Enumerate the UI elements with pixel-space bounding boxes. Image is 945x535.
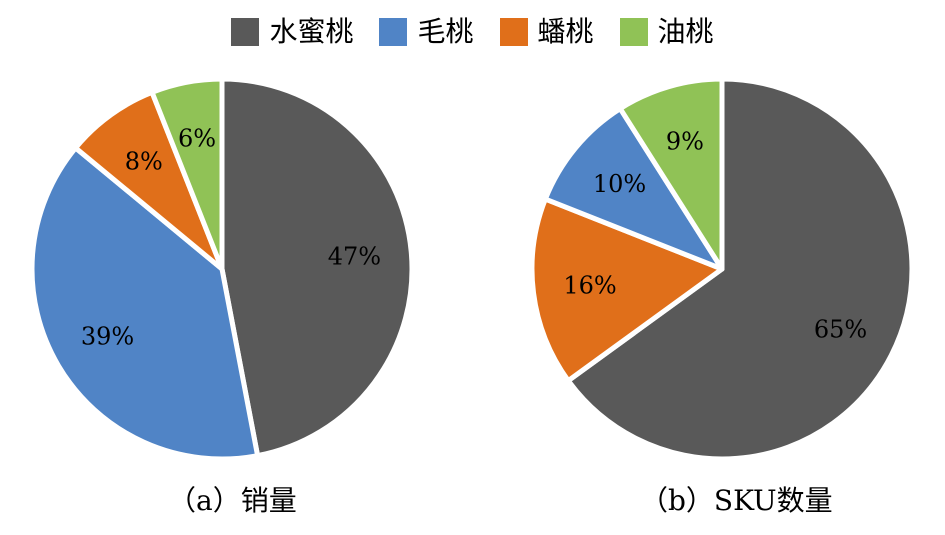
- pie-slice-maotao: [29, 145, 261, 462]
- pie-label-maotao: 10%: [593, 170, 646, 198]
- caption-sku-count: （b）SKU数量: [640, 484, 833, 517]
- legend-swatch-youtao: [619, 18, 648, 46]
- pie-slice-pantao: [529, 196, 725, 384]
- legend-label-pantao: 蟠桃: [537, 15, 594, 48]
- pie-label-pantao: 8%: [125, 147, 163, 175]
- pie-label-youtao: 6%: [178, 124, 216, 152]
- pie-slice-youtao: [149, 76, 225, 272]
- legend-swatch-shuimitao: [231, 18, 260, 46]
- pie-slice-maotao: [542, 106, 725, 272]
- legend-item-maotao: 毛桃: [379, 15, 474, 48]
- pie-chart-sales: 47% 39% 8% 6%: [29, 76, 415, 462]
- legend-item-pantao: 蟠桃: [499, 15, 594, 48]
- pie-label-maotao: 39%: [81, 323, 134, 351]
- legend-label-shuimitao: 水蜜桃: [269, 15, 354, 48]
- pie-slice-shuimitao: [565, 76, 915, 462]
- legend-swatch-maotao: [379, 18, 408, 46]
- legend-label-maotao: 毛桃: [417, 15, 474, 48]
- pie-slice-youtao: [617, 76, 725, 272]
- pie-label-pantao: 16%: [563, 272, 616, 300]
- legend-item-youtao: 油桃: [619, 15, 714, 48]
- legend-swatch-pantao: [499, 18, 528, 46]
- legend-label-youtao: 油桃: [657, 15, 714, 48]
- legend-item-shuimitao: 水蜜桃: [231, 16, 353, 48]
- caption-sales: （a）销量: [168, 484, 297, 517]
- pie-label-shuimitao: 65%: [814, 315, 867, 343]
- pie-chart-sku-count: 65% 16% 10% 9%: [529, 76, 915, 462]
- pie-slice-shuimitao: [219, 76, 415, 459]
- legend: 水蜜桃 毛桃 蟠桃 油桃: [0, 14, 945, 50]
- pie-label-youtao: 9%: [666, 127, 704, 155]
- pie-label-shuimitao: 47%: [328, 242, 381, 270]
